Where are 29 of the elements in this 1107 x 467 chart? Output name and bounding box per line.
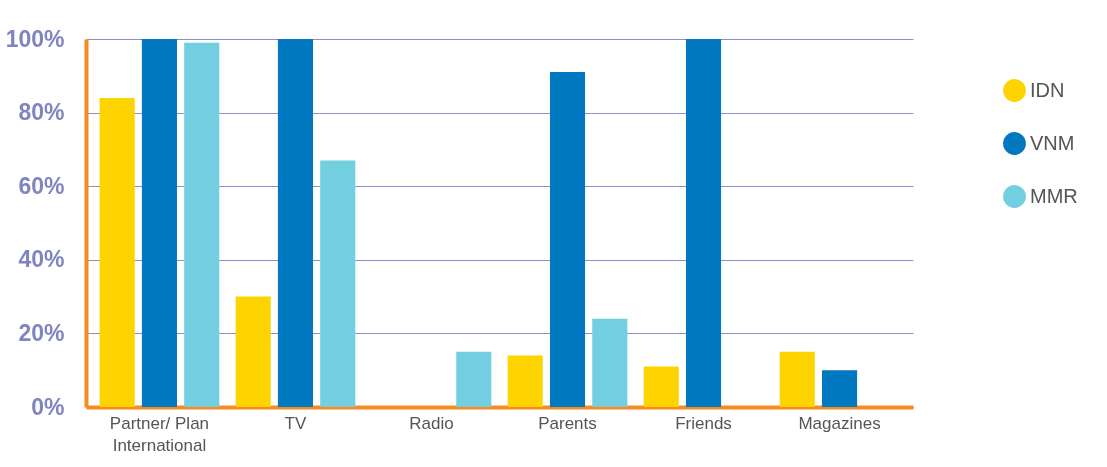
x-tick-label: Friends	[675, 413, 732, 433]
legend-label: VNM	[1030, 131, 1075, 154]
bar	[507, 355, 543, 407]
bar	[235, 296, 271, 407]
y-tick-label: 100%	[5, 25, 65, 52]
bar	[779, 351, 815, 407]
bar	[456, 351, 492, 407]
x-tick-label: Magazines	[798, 413, 881, 433]
y-tick-label: 80%	[18, 99, 65, 126]
bar	[320, 160, 356, 407]
legend-label: IDN	[1030, 78, 1065, 101]
x-tick-label: Parents	[538, 413, 597, 433]
y-tick-label: 60%	[18, 172, 65, 199]
bar	[99, 97, 135, 407]
y-tick-label: 40%	[18, 246, 65, 273]
bar	[141, 39, 177, 407]
bar	[549, 72, 586, 407]
bar	[277, 39, 314, 407]
bar	[643, 366, 679, 407]
y-tick-label: 20%	[18, 319, 65, 346]
bar	[184, 42, 220, 407]
x-tick-label: Radio	[409, 413, 454, 433]
y-tick-label: 0%	[31, 393, 65, 420]
bar	[822, 370, 858, 407]
bar	[592, 318, 628, 407]
bar	[685, 39, 722, 407]
legend-label: MMR	[1030, 184, 1078, 207]
x-tick-label: TV	[284, 413, 307, 433]
x-tick-label: Partner/ Plan International	[109, 413, 210, 455]
